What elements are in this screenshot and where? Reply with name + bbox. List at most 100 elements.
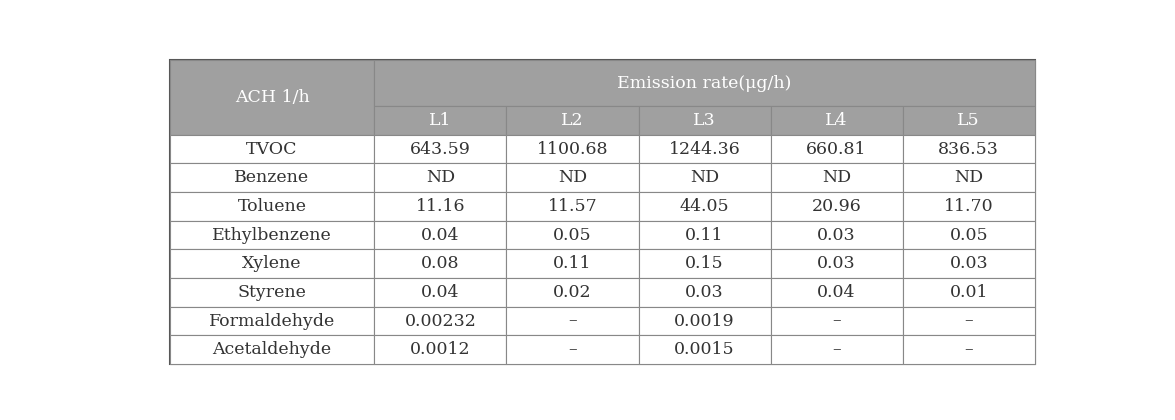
- Text: 20.96: 20.96: [812, 198, 861, 215]
- Text: –: –: [569, 312, 577, 330]
- Text: 0.0015: 0.0015: [674, 341, 734, 358]
- Text: ND: ND: [954, 169, 983, 186]
- Bar: [638, 220, 771, 249]
- Bar: [506, 106, 638, 135]
- Bar: [638, 135, 771, 163]
- Text: –: –: [965, 312, 973, 330]
- Text: 0.00232: 0.00232: [404, 312, 476, 330]
- Bar: [771, 307, 902, 336]
- Text: –: –: [569, 341, 577, 358]
- Bar: [506, 220, 638, 249]
- Text: L1: L1: [429, 112, 451, 129]
- Text: 660.81: 660.81: [806, 141, 867, 158]
- Text: 0.04: 0.04: [421, 226, 459, 244]
- Text: 0.0019: 0.0019: [674, 312, 734, 330]
- Bar: [169, 135, 375, 163]
- Bar: [902, 106, 1035, 135]
- Bar: [771, 192, 902, 220]
- Bar: [902, 336, 1035, 364]
- Bar: [638, 163, 771, 192]
- Text: L2: L2: [562, 112, 584, 129]
- Bar: [375, 135, 506, 163]
- Text: ND: ND: [425, 169, 455, 186]
- Text: 0.02: 0.02: [553, 284, 592, 301]
- Text: Toluene: Toluene: [237, 198, 307, 215]
- Bar: [506, 249, 638, 278]
- Bar: [169, 249, 375, 278]
- Bar: [638, 249, 771, 278]
- Bar: [506, 307, 638, 336]
- Bar: [638, 106, 771, 135]
- Text: L5: L5: [958, 112, 980, 129]
- Bar: [375, 192, 506, 220]
- Bar: [902, 220, 1035, 249]
- Bar: [638, 307, 771, 336]
- Bar: [506, 278, 638, 307]
- Text: 643.59: 643.59: [410, 141, 471, 158]
- Text: ND: ND: [558, 169, 588, 186]
- Bar: [771, 336, 902, 364]
- Text: 836.53: 836.53: [939, 141, 999, 158]
- Text: 0.05: 0.05: [553, 226, 592, 244]
- Bar: [169, 192, 375, 220]
- Text: ND: ND: [690, 169, 719, 186]
- Bar: [902, 307, 1035, 336]
- Bar: [375, 163, 506, 192]
- Bar: [375, 336, 506, 364]
- Bar: [169, 163, 375, 192]
- Text: 0.04: 0.04: [421, 284, 459, 301]
- Bar: [771, 163, 902, 192]
- Text: Xylene: Xylene: [242, 255, 302, 272]
- Text: 0.03: 0.03: [818, 226, 855, 244]
- Text: Formaldehyde: Formaldehyde: [209, 312, 335, 330]
- Bar: [638, 192, 771, 220]
- Text: 1244.36: 1244.36: [669, 141, 740, 158]
- Bar: [902, 249, 1035, 278]
- Text: 44.05: 44.05: [679, 198, 730, 215]
- Text: 0.08: 0.08: [421, 255, 459, 272]
- Bar: [169, 60, 375, 135]
- Text: 0.15: 0.15: [685, 255, 724, 272]
- Bar: [375, 106, 506, 135]
- Text: Styrene: Styrene: [237, 284, 307, 301]
- Bar: [771, 220, 902, 249]
- Bar: [902, 192, 1035, 220]
- Bar: [169, 278, 375, 307]
- Text: ND: ND: [822, 169, 851, 186]
- Text: 0.04: 0.04: [818, 284, 855, 301]
- Text: Emission rate(μg/h): Emission rate(μg/h): [617, 74, 792, 92]
- Text: 11.57: 11.57: [548, 198, 597, 215]
- Text: ACH 1/h: ACH 1/h: [235, 89, 309, 106]
- Bar: [771, 135, 902, 163]
- Bar: [771, 278, 902, 307]
- Text: 0.03: 0.03: [949, 255, 988, 272]
- Bar: [771, 249, 902, 278]
- Text: 1100.68: 1100.68: [537, 141, 609, 158]
- Text: 0.05: 0.05: [949, 226, 988, 244]
- Text: 11.70: 11.70: [944, 198, 994, 215]
- Text: Ethylbenzene: Ethylbenzene: [213, 226, 331, 244]
- Bar: [169, 307, 375, 336]
- Text: –: –: [832, 312, 841, 330]
- Bar: [902, 163, 1035, 192]
- Text: L4: L4: [825, 112, 848, 129]
- Bar: [902, 135, 1035, 163]
- Bar: [902, 278, 1035, 307]
- Text: –: –: [832, 341, 841, 358]
- Bar: [638, 336, 771, 364]
- Text: Acetaldehyde: Acetaldehyde: [213, 341, 331, 358]
- Bar: [506, 336, 638, 364]
- Bar: [506, 135, 638, 163]
- Bar: [169, 220, 375, 249]
- Text: 0.03: 0.03: [818, 255, 855, 272]
- Bar: [771, 106, 902, 135]
- Text: 11.16: 11.16: [416, 198, 465, 215]
- Bar: [375, 60, 1035, 106]
- Bar: [375, 278, 506, 307]
- Text: 0.11: 0.11: [685, 226, 724, 244]
- Text: L3: L3: [693, 112, 716, 129]
- Text: 0.01: 0.01: [949, 284, 988, 301]
- Text: –: –: [965, 341, 973, 358]
- Text: TVOC: TVOC: [247, 141, 297, 158]
- Bar: [375, 307, 506, 336]
